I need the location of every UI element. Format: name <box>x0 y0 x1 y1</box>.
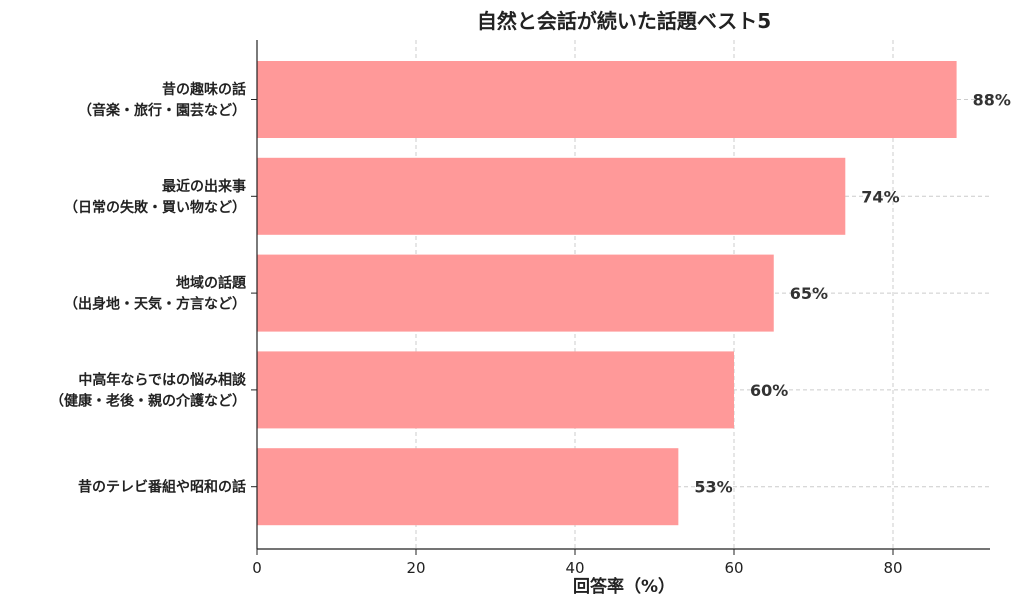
value-labels: 88% 74% 65% 60% 53% <box>694 91 1011 497</box>
x-tick-label: 40 <box>565 559 584 577</box>
x-tick-label: 80 <box>883 559 902 577</box>
category-label: 昔の趣味の話 <box>162 81 246 98</box>
bar <box>257 448 679 526</box>
category-label: （健康・老後・親の介護など） <box>50 392 246 409</box>
category-label: 中高年ならではの悩み相談 <box>78 371 247 388</box>
value-label: 53% <box>694 478 732 497</box>
value-label: 88% <box>973 91 1011 110</box>
bar <box>257 61 957 138</box>
x-tick-label: 20 <box>406 559 425 577</box>
value-label: 60% <box>750 381 788 400</box>
category-label: （出身地・天気・方言など） <box>64 296 246 313</box>
category-label: 地域の話題 <box>176 275 247 292</box>
category-label: （音楽・旅行・園芸など） <box>78 102 246 119</box>
x-tick-label: 60 <box>724 559 743 577</box>
bar <box>257 351 734 429</box>
value-label: 65% <box>790 284 828 303</box>
x-ticks: 0 20 40 60 80 <box>251 99 903 577</box>
bar <box>257 157 846 235</box>
category-label: 最近の出来事 <box>162 178 246 195</box>
axes <box>256 40 990 550</box>
x-axis-label: 回答率（%） <box>573 576 675 597</box>
x-tick-label: 0 <box>252 559 262 577</box>
value-label: 74% <box>861 187 899 206</box>
bars <box>257 61 957 526</box>
category-label: 昔のテレビ番組や昭和の話 <box>78 479 246 496</box>
category-label: （日常の失敗・買い物など） <box>64 199 246 216</box>
category-labels: 昔の趣味の話 （音楽・旅行・園芸など） 最近の出来事 （日常の失敗・買い物など） 地域の… <box>50 81 247 496</box>
bar <box>257 254 774 332</box>
chart-title: 自然と会話が続いた話題ベスト5 <box>477 9 771 33</box>
